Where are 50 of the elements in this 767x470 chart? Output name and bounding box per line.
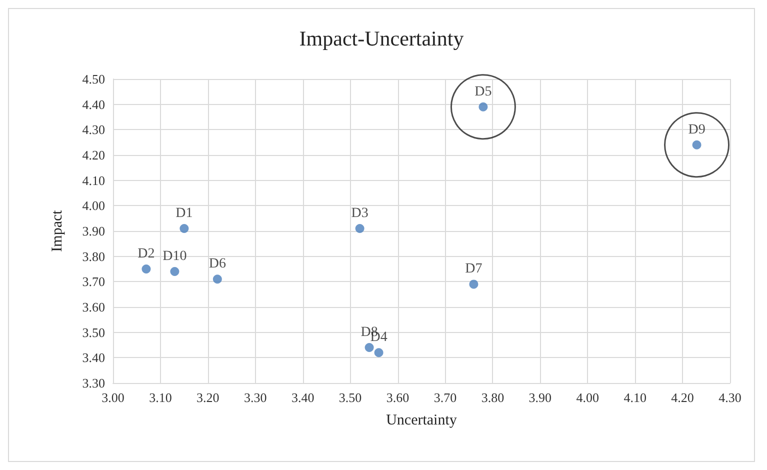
annotation: D5 bbox=[474, 84, 492, 100]
x-tick-label: 3.70 bbox=[434, 390, 457, 405]
y-tick-label: 3.50 bbox=[82, 324, 105, 340]
x-tick-label: 3.50 bbox=[338, 390, 362, 405]
x-tick-label: 3.30 bbox=[244, 390, 267, 405]
x-tick-label: 3.80 bbox=[481, 390, 504, 405]
point bbox=[692, 140, 702, 150]
x-tick-label: 3.10 bbox=[149, 390, 172, 405]
y-tick-label: 4.10 bbox=[82, 172, 105, 188]
x-tick-label: 4.00 bbox=[576, 390, 599, 405]
chart-title: Impact-Uncertainty bbox=[299, 26, 464, 50]
x-tick-label: 4.30 bbox=[718, 390, 742, 405]
x-tick-label: 4.10 bbox=[624, 390, 646, 405]
annotation: D7 bbox=[465, 262, 482, 277]
point bbox=[142, 264, 151, 274]
x-tick-label: 4.20 bbox=[671, 390, 694, 405]
annotation: D10 bbox=[162, 249, 187, 264]
point bbox=[450, 74, 516, 140]
annotation: D1 bbox=[176, 206, 193, 221]
x-tick-label: 3.60 bbox=[386, 390, 410, 405]
y-tick-label: 3.30 bbox=[82, 376, 105, 390]
annotation: D2 bbox=[138, 246, 155, 262]
x-axis-title: Uncertainty bbox=[386, 412, 458, 428]
y-tick-label: 4.40 bbox=[82, 96, 105, 112]
x-tick-label: 3.00 bbox=[102, 390, 124, 405]
point bbox=[355, 224, 364, 233]
annotation: D3 bbox=[351, 206, 368, 221]
point bbox=[469, 280, 478, 289]
point bbox=[664, 112, 730, 178]
annotation: D9 bbox=[688, 122, 706, 138]
point bbox=[212, 274, 222, 284]
annotation: D6 bbox=[208, 256, 226, 272]
y-tick-label: 3.40 bbox=[82, 350, 105, 366]
y-tick-label: 4.50 bbox=[82, 72, 105, 86]
y-tick-label: 4.20 bbox=[82, 148, 105, 162]
y-tick-label: 4.00 bbox=[82, 198, 105, 214]
y-tick-label: 3.80 bbox=[82, 248, 105, 264]
point bbox=[170, 267, 180, 276]
y-tick-label: 3.70 bbox=[82, 274, 105, 290]
x-tick-label: 3.90 bbox=[528, 390, 552, 405]
x-tick-label: 3.20 bbox=[196, 390, 220, 405]
point bbox=[364, 343, 374, 352]
point bbox=[180, 224, 189, 233]
y-tick-label: 4.30 bbox=[82, 122, 105, 138]
point bbox=[374, 348, 384, 358]
y-tick-label: 3.90 bbox=[82, 224, 105, 238]
y-tick-label: 3.60 bbox=[82, 300, 105, 314]
y-axis-title: Impact bbox=[50, 209, 66, 252]
x-tick-label: 3.40 bbox=[291, 390, 314, 405]
point bbox=[478, 102, 488, 112]
